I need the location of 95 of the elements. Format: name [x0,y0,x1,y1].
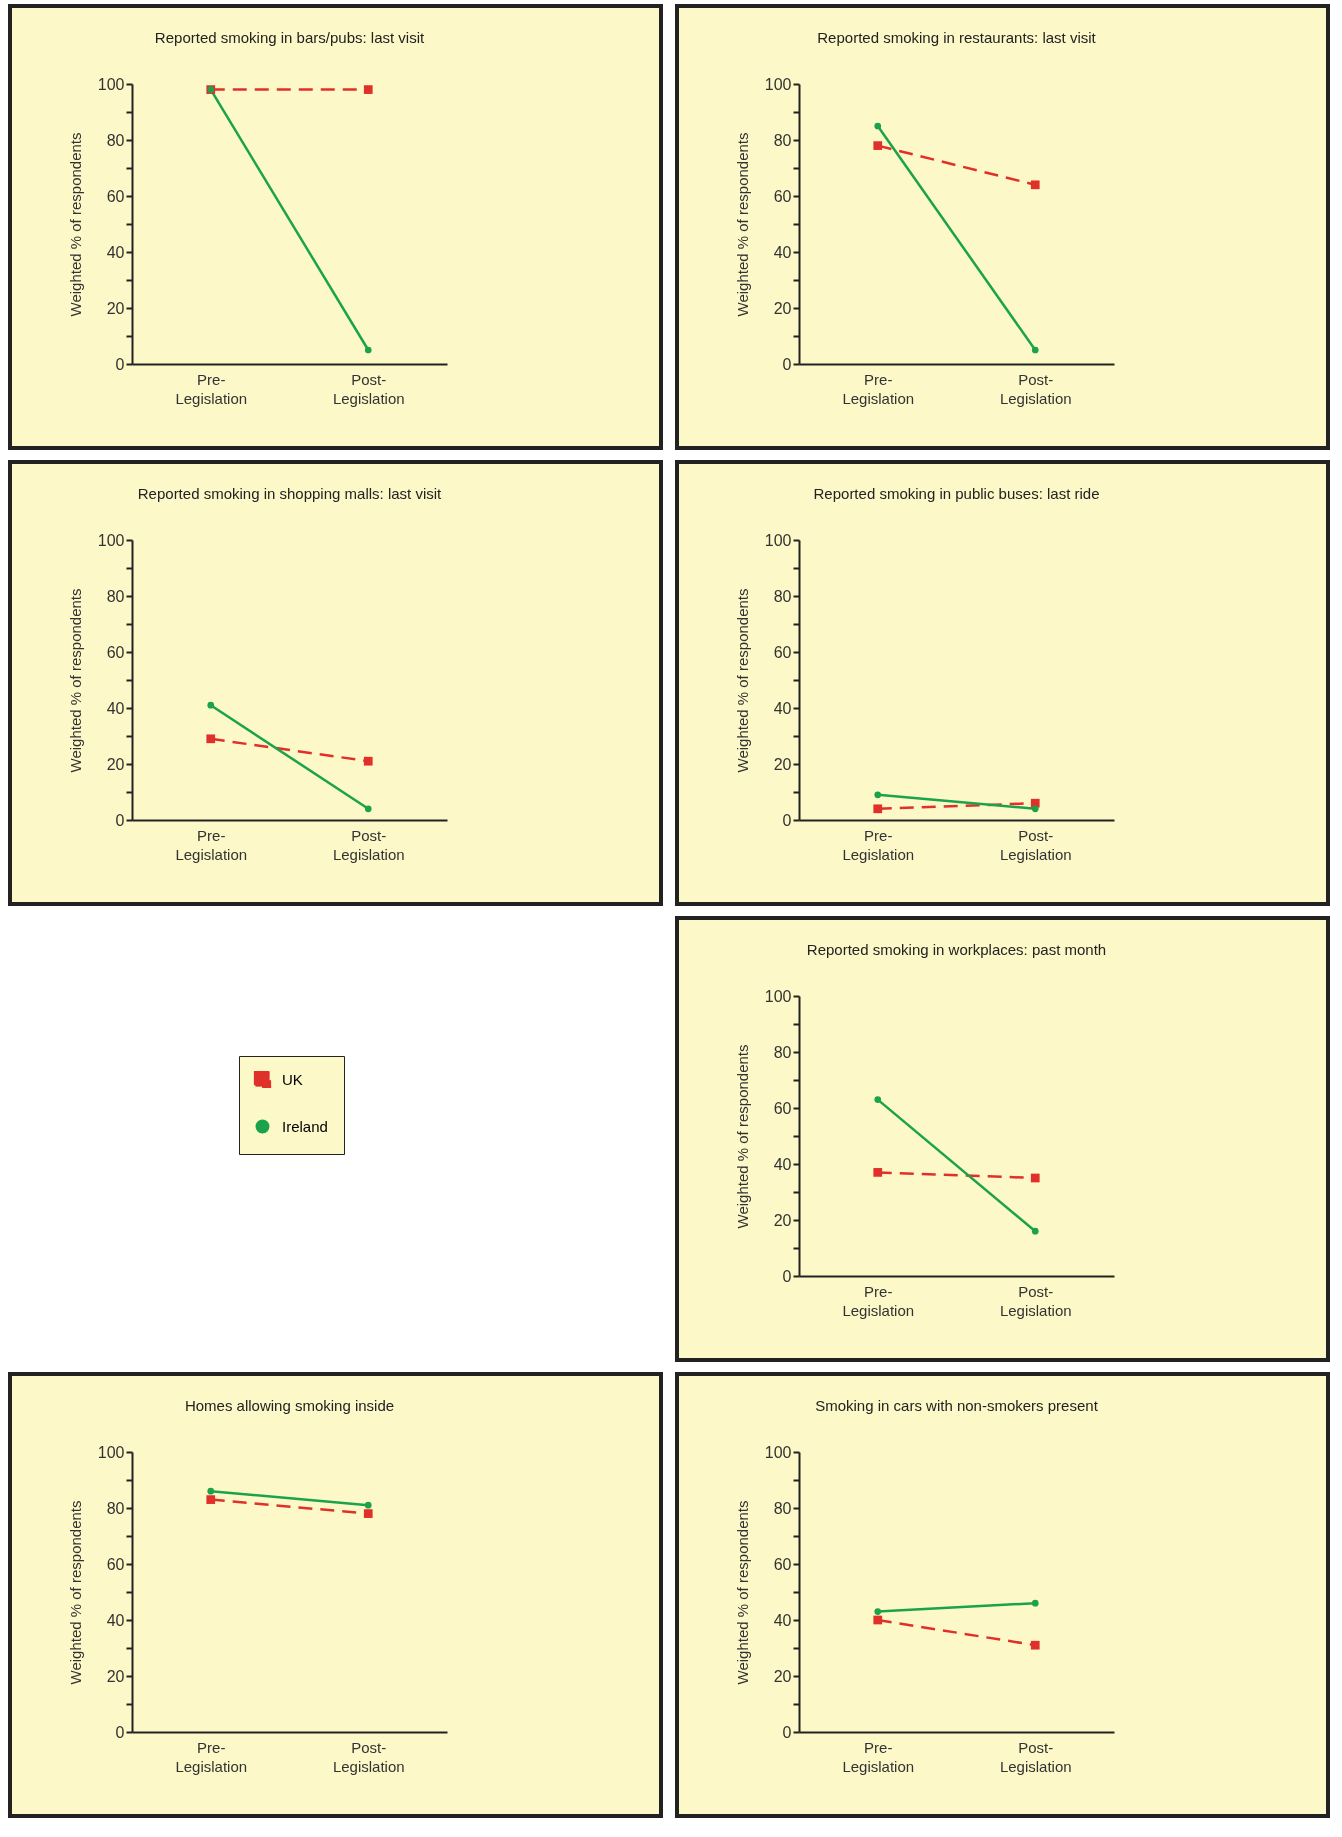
x-tick-label: Post- Legislation [999,1738,1072,1775]
y-tick-label: 100 [97,75,125,93]
legend-label: UK [282,1070,303,1088]
y-tick-label: 20 [773,1667,792,1685]
point [873,804,883,814]
point [364,805,372,813]
x-tick-label: Pre- Legislation [175,370,248,407]
y-tick-label: 20 [106,755,125,773]
point [206,734,216,744]
y-tick-label: 20 [773,755,792,773]
point [1030,1640,1040,1650]
y-tick-label: 100 [764,75,792,93]
y-tick-label: 40 [106,1611,125,1629]
x-tick-label: Post- Legislation [332,1738,405,1775]
chart-title: Homes allowing smoking inside [184,1397,395,1414]
point [1031,346,1039,354]
y-tick-label: 60 [773,643,792,661]
point [874,1096,882,1103]
x-tick-label: Post- Legislation [999,826,1072,863]
y-axis-title: Weighted % of respondents [733,1044,751,1229]
legend-label: Ireland [282,1117,328,1135]
x-tick-label: Pre- Legislation [175,826,248,863]
x-tick-label: Post- Legislation [332,370,405,407]
point [207,1487,215,1495]
x-tick-label: Post- Legislation [332,826,405,863]
y-tick-label: 60 [106,643,125,661]
y-tick-label: 60 [773,1099,792,1117]
chart-title: Reported smoking in restaurants: last visit [817,29,1097,46]
y-tick-label: 60 [106,1555,125,1573]
y-tick-label: 100 [764,1443,792,1461]
y-tick-label: 20 [773,1211,792,1229]
y-tick-label: 60 [106,187,125,205]
y-tick-label: 40 [106,243,125,261]
chart-title: Smoking in cars with non-smokers present [815,1397,1099,1414]
point [1030,1173,1040,1183]
y-axis-title: Weighted % of respondents [733,132,751,317]
point [363,1509,373,1518]
y-tick-label: 100 [97,1443,125,1461]
point [1031,1227,1039,1235]
y-tick-label: 80 [106,587,125,605]
y-tick-label: 0 [782,1723,792,1741]
chart-title: Reported smoking in public buses: last ride [813,485,1100,502]
point [1030,180,1040,190]
y-tick-label: 0 [115,811,125,829]
point [207,701,215,709]
y-axis-title: Weighted % of respondents [66,132,84,317]
y-tick-label: 100 [97,531,125,549]
y-tick-label: 20 [106,1667,125,1685]
x-tick-label: Pre- Legislation [842,1738,915,1775]
x-tick-label: Post- Legislation [999,1282,1072,1319]
point [1031,805,1039,813]
chart-title: Reported smoking in workplaces: past month [806,941,1107,958]
y-tick-label: 0 [782,355,792,373]
y-tick-label: 0 [782,811,792,829]
y-tick-label: 40 [773,699,792,717]
y-tick-label: 80 [773,1499,792,1517]
point [873,1615,883,1625]
y-tick-label: 40 [773,1155,792,1173]
point [873,1168,883,1177]
y-tick-label: 80 [773,1043,792,1061]
y-tick-label: 20 [106,299,125,317]
y-tick-label: 40 [773,243,792,261]
y-tick-label: 40 [773,1611,792,1629]
x-tick-label: Post- Legislation [999,370,1072,407]
point [206,1495,216,1504]
y-axis-title: Weighted % of respondents [66,588,84,773]
y-axis-title: Weighted % of respondents [733,588,751,773]
chart-title: Reported smoking in bars/pubs: last visit [154,29,425,46]
y-tick-label: 0 [115,355,125,373]
y-tick-label: 60 [773,187,792,205]
y-tick-label: 80 [773,131,792,149]
point [874,1608,882,1615]
y-tick-label: 100 [764,987,792,1005]
y-tick-label: 0 [115,1723,125,1741]
point [1031,1599,1039,1607]
point [874,122,882,130]
y-axis-title: Weighted % of respondents [733,1500,751,1685]
point [873,141,883,150]
point [363,756,373,766]
point [874,791,882,799]
y-tick-label: 100 [764,531,792,549]
x-tick-label: Pre- Legislation [842,370,915,407]
x-tick-label: Pre- Legislation [842,826,915,863]
y-axis-title: Weighted % of respondents [66,1500,84,1685]
point [364,1501,372,1509]
y-tick-label: 60 [773,1555,792,1573]
x-tick-label: Pre- Legislation [175,1738,248,1775]
y-tick-label: 80 [106,131,125,149]
x-tick-label: Pre- Legislation [842,1282,915,1319]
y-tick-label: 80 [773,587,792,605]
y-tick-label: 0 [782,1267,792,1285]
y-tick-label: 40 [106,699,125,717]
y-tick-label: 20 [773,299,792,317]
chart-title: Reported smoking in shopping malls: last visit [137,485,443,502]
y-tick-label: 80 [106,1499,125,1517]
